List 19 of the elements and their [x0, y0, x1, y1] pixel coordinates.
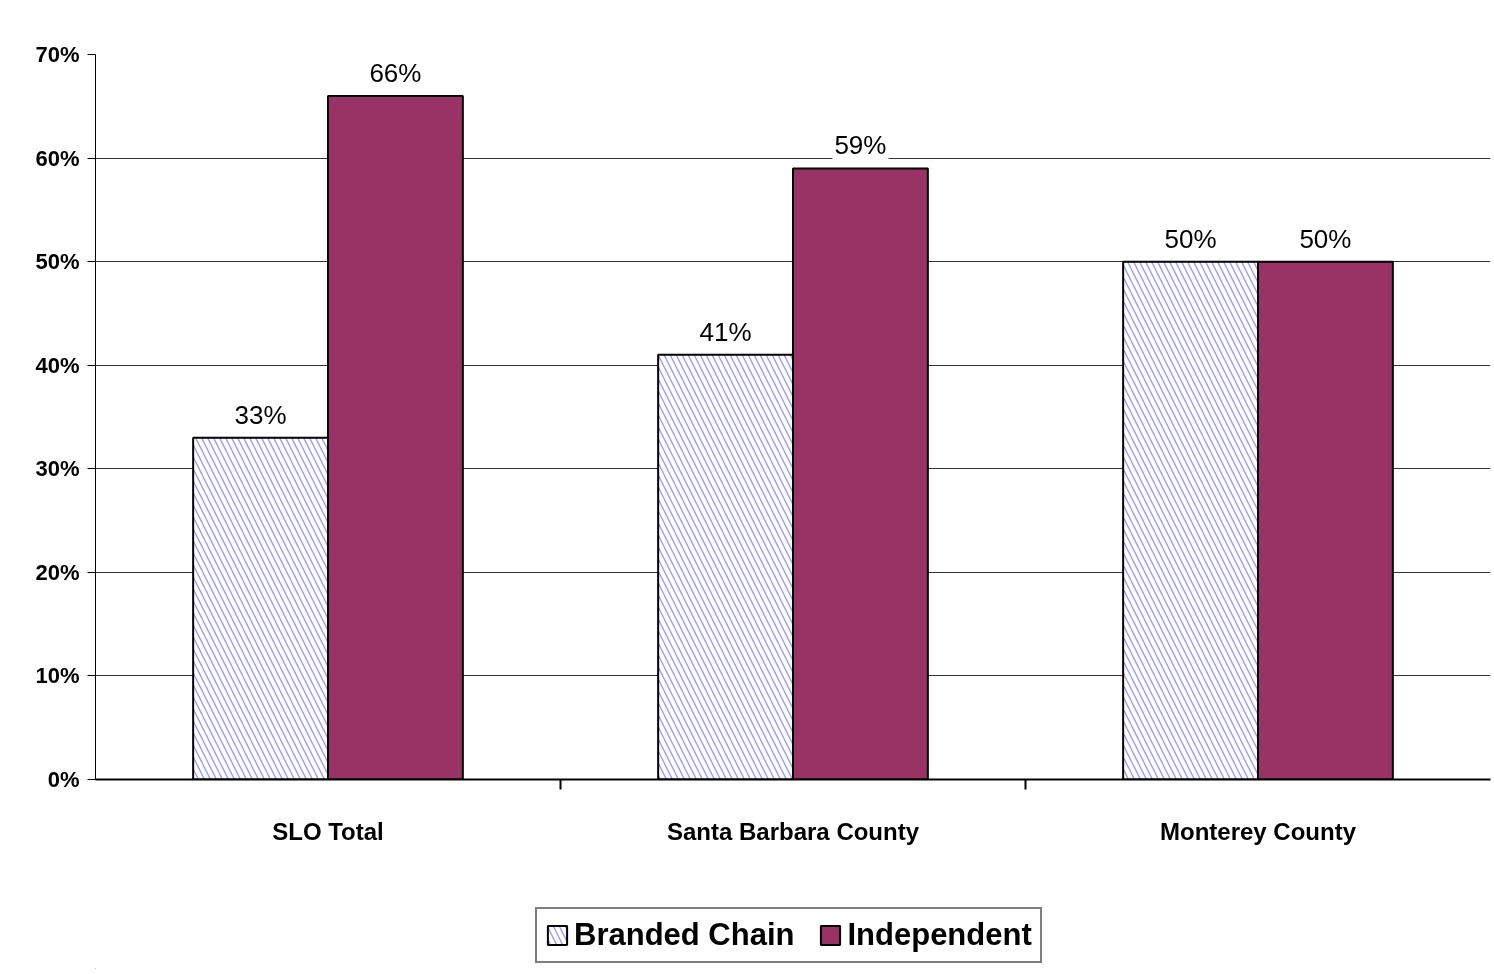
- data-label: 50%: [1299, 223, 1352, 254]
- y-tick-label: 10%: [35, 663, 80, 689]
- y-tick-label: 70%: [35, 42, 80, 67]
- x-tick-label: Santa Barbara County: [666, 817, 920, 845]
- data-label: 41%: [699, 316, 752, 347]
- y-tick-label: 30%: [35, 456, 80, 482]
- y-tick-label: 40%: [35, 352, 80, 378]
- data-label: 50%: [1164, 223, 1217, 254]
- y-tick-label: 50%: [35, 249, 80, 275]
- x-tick-label: Monterey County: [1160, 817, 1357, 845]
- y-tick-label: 0%: [47, 767, 80, 792]
- data-label: 66%: [369, 57, 422, 88]
- data-label: 33%: [234, 399, 287, 430]
- y-tick-label: 20%: [35, 559, 80, 585]
- data-label: 59%: [834, 130, 887, 161]
- legend-label: Branded Chain: [574, 917, 795, 953]
- y-tick-label: 60%: [35, 145, 80, 171]
- x-tick-label: SLO Total: [272, 817, 384, 845]
- legend-label: Independent: [847, 917, 1032, 953]
